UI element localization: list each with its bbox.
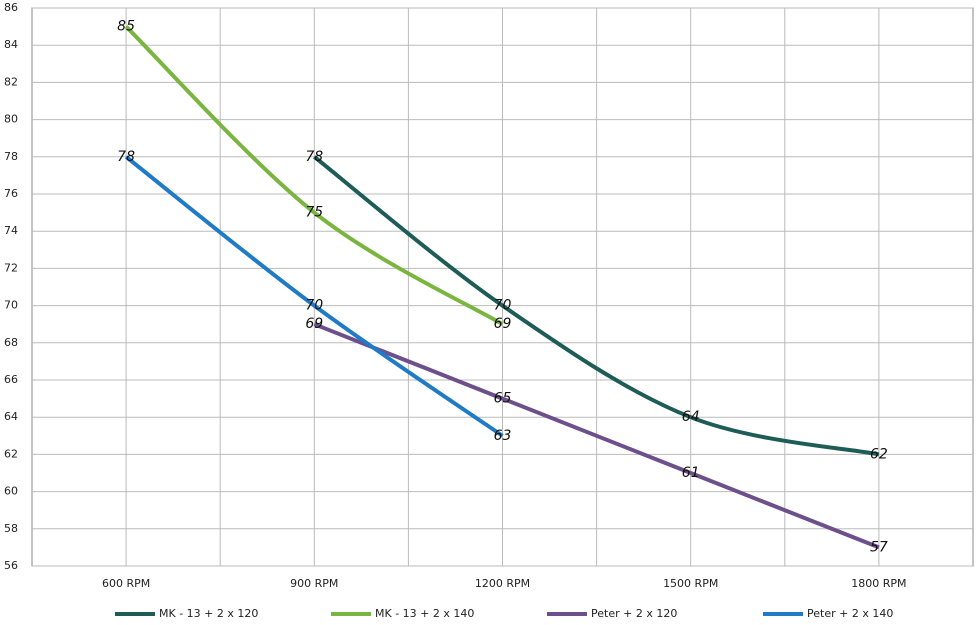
series-line [124,25,504,326]
series-line [313,322,880,550]
y-tick-label: 78 [4,150,18,163]
x-tick-label: 600 RPM [102,577,150,590]
y-tick-label: 64 [4,410,18,423]
data-label: 63 [494,428,512,444]
data-label: 78 [305,149,323,165]
data-label: 69 [494,316,512,332]
y-tick-label: 56 [4,559,18,572]
data-label: 57 [870,539,888,555]
y-tick-label: 66 [4,373,18,386]
data-label: 69 [305,316,323,332]
legend-label: MK - 13 + 2 x 140 [375,607,474,620]
data-label: 62 [870,446,888,462]
data-label: 64 [682,409,700,425]
y-tick-label: 62 [4,447,18,460]
y-tick-label: 60 [4,485,18,498]
y-tick-label: 80 [4,113,18,126]
y-tick-label: 74 [4,224,18,237]
y-tick-label: 84 [4,38,18,51]
x-tick-label: 1800 RPM [851,577,906,590]
y-tick-label: 82 [4,75,18,88]
y-tick-label: 58 [4,522,18,535]
y-tick-label: 86 [4,1,18,14]
legend-label: MK - 13 + 2 x 120 [159,607,258,620]
legend-label: Peter + 2 x 120 [591,607,677,620]
data-label: 70 [494,298,512,314]
series-line [124,155,504,438]
y-tick-label: 70 [4,299,18,312]
x-tick-label: 900 RPM [290,577,338,590]
y-tick-label: 68 [4,336,18,349]
data-label: 75 [305,205,323,221]
x-tick-label: 1200 RPM [475,577,530,590]
y-tick-label: 72 [4,261,18,274]
x-tick-label: 1500 RPM [663,577,718,590]
legend-label: Peter + 2 x 140 [807,607,893,620]
y-tick-label: 76 [4,187,18,200]
data-label: 61 [682,465,700,481]
data-label: 65 [494,391,512,407]
data-label: 70 [305,298,323,314]
data-label: 85 [117,19,135,35]
data-label: 78 [117,149,135,165]
series-line [313,155,880,457]
